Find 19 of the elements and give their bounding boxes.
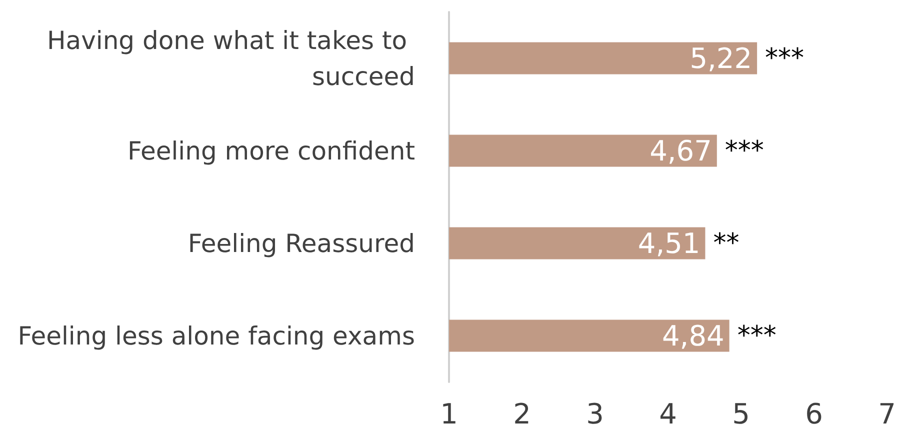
- data-label: 4,84: [662, 319, 724, 352]
- data-label: 4,67: [650, 134, 712, 168]
- y-tick-label: Having done what it takes to succeed: [46, 26, 415, 91]
- x-tick-label: 1: [440, 398, 458, 430]
- x-tick-label: 3: [586, 398, 604, 430]
- annotation: ***: [737, 320, 776, 351]
- annotation: ***: [724, 136, 764, 166]
- annotation: ***: [765, 43, 804, 74]
- x-tick-label: 5: [732, 398, 750, 430]
- x-tick-label: 6: [805, 398, 823, 430]
- x-tick-label: 7: [878, 398, 896, 430]
- data-label: 4,51: [638, 226, 700, 260]
- annotation: **: [713, 228, 740, 258]
- y-tick-label: Feeling more confident: [127, 136, 416, 166]
- y-tick-label: Feeling less alone facing exams: [18, 321, 415, 350]
- x-tick-label: 4: [659, 398, 677, 430]
- y-tick-label: Feeling Reassured: [188, 228, 415, 258]
- x-tick-label: 2: [513, 398, 531, 430]
- data-label: 5,22: [690, 42, 752, 75]
